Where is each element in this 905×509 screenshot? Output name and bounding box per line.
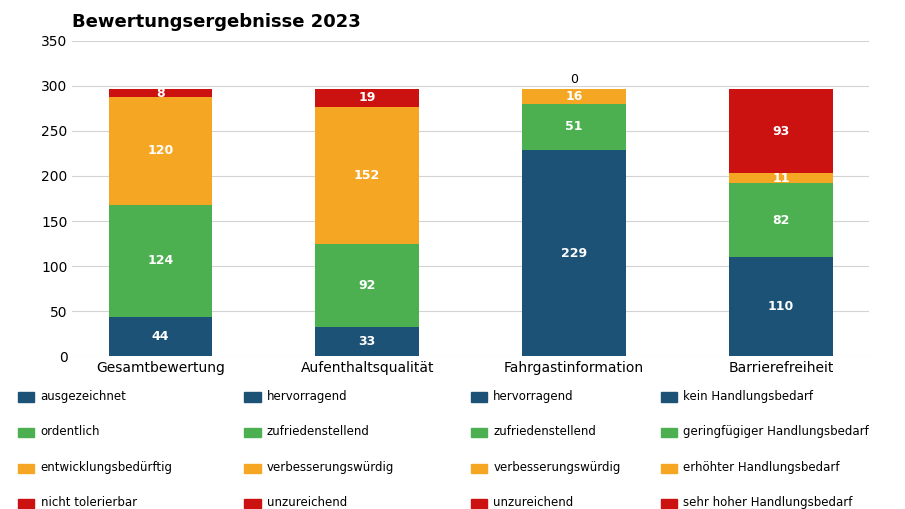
Text: nicht tolerierbar: nicht tolerierbar (41, 496, 137, 509)
Text: unzureichend: unzureichend (267, 496, 348, 509)
Text: entwicklungsbedürftig: entwicklungsbedürftig (41, 461, 173, 474)
Bar (109, 205, 212, 317)
Text: 92: 92 (358, 278, 376, 292)
Text: unzureichend: unzureichend (493, 496, 574, 509)
Text: zufriedenstellend: zufriedenstellend (493, 425, 596, 438)
Text: 16: 16 (566, 90, 583, 103)
Text: 8: 8 (156, 87, 165, 100)
Text: sehr hoher Handlungsbedarf: sehr hoher Handlungsbedarf (683, 496, 853, 509)
Text: 19: 19 (358, 92, 376, 104)
Bar (316, 106, 419, 244)
Text: 93: 93 (772, 125, 789, 138)
Text: 82: 82 (772, 214, 789, 227)
Text: verbesserungswürdig: verbesserungswürdig (267, 461, 395, 474)
Bar (729, 257, 833, 356)
Text: geringfügiger Handlungsbedarf: geringfügiger Handlungsbedarf (683, 425, 869, 438)
Text: 51: 51 (566, 120, 583, 133)
Text: 124: 124 (148, 254, 174, 267)
Bar (729, 173, 833, 183)
Text: 0: 0 (570, 73, 578, 86)
Text: ausgezeichnet: ausgezeichnet (41, 389, 127, 403)
Text: ordentlich: ordentlich (41, 425, 100, 438)
Bar (109, 90, 212, 97)
Bar (109, 97, 212, 205)
Bar (316, 90, 419, 106)
Text: hervorragend: hervorragend (493, 389, 574, 403)
Text: erhöhter Handlungsbedarf: erhöhter Handlungsbedarf (683, 461, 840, 474)
Bar (522, 104, 625, 150)
Text: hervorragend: hervorragend (267, 389, 348, 403)
Bar (522, 90, 625, 104)
Bar (522, 150, 625, 356)
Bar (316, 244, 419, 327)
Text: 229: 229 (561, 246, 587, 260)
Text: 33: 33 (358, 335, 376, 348)
Text: 11: 11 (772, 172, 790, 185)
Text: 152: 152 (354, 168, 380, 182)
Text: verbesserungswürdig: verbesserungswürdig (493, 461, 621, 474)
Bar (729, 183, 833, 257)
Text: 110: 110 (767, 300, 794, 313)
Bar (316, 327, 419, 356)
Text: zufriedenstellend: zufriedenstellend (267, 425, 370, 438)
Bar (109, 317, 212, 356)
Text: 44: 44 (151, 330, 169, 343)
Text: kein Handlungsbedarf: kein Handlungsbedarf (683, 389, 814, 403)
Bar (729, 90, 833, 173)
Text: 120: 120 (148, 144, 174, 157)
Text: Bewertungsergebnisse 2023: Bewertungsergebnisse 2023 (72, 13, 361, 31)
